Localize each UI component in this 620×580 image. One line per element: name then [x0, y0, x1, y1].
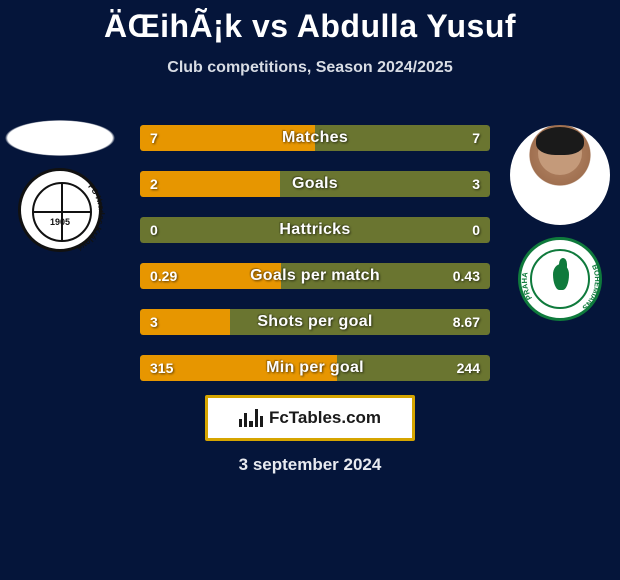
- stat-right-value: 7: [462, 125, 490, 151]
- mini-bar: [239, 419, 242, 427]
- crest-text-svg-2: BOHEMIANS PRAHA: [520, 239, 602, 321]
- left-player-column: FC Hradec Králové: [0, 120, 120, 252]
- crest-text-svg: FC Hradec Králové: [19, 169, 107, 257]
- mini-bar: [255, 409, 258, 427]
- mini-bar: [244, 413, 247, 427]
- bar-chart-icon: [239, 409, 263, 427]
- stat-row: 3Shots per goal8.67: [140, 309, 490, 335]
- subtitle: Club competitions, Season 2024/2025: [0, 59, 620, 77]
- source-badge: FcTables.com: [205, 395, 415, 441]
- svg-text:BOHEMIANS: BOHEMIANS: [581, 263, 602, 312]
- page-title: ÄŒihÃ¡k vs Abdulla Yusuf: [0, 0, 620, 45]
- club-left-name: FC Hradec Králové: [75, 182, 106, 253]
- player-right-club-crest: BOHEMIANS PRAHA: [518, 237, 602, 321]
- stat-label: Shots per goal: [140, 309, 490, 335]
- date-text: 3 september 2024: [0, 455, 620, 475]
- stat-bars: 7Matches7 2Goals3 0Hattricks0 0.29Goals per…: [140, 125, 490, 401]
- stat-right-value: 244: [447, 355, 490, 381]
- stat-right-value: 0: [462, 217, 490, 243]
- right-player-column: BOHEMIANS PRAHA: [500, 125, 620, 321]
- stat-right-value: 8.67: [443, 309, 490, 335]
- svg-text:PRAHA: PRAHA: [520, 271, 534, 302]
- svg-text:FC Hradec Králové: FC Hradec Králové: [75, 182, 106, 253]
- player-left-club-crest: FC Hradec Králové: [18, 168, 102, 252]
- stat-row: 315Min per goal244: [140, 355, 490, 381]
- stat-label: Min per goal: [140, 355, 490, 381]
- player-right-avatar: [510, 125, 610, 225]
- stat-right-value: 3: [462, 171, 490, 197]
- stat-label: Hattricks: [140, 217, 490, 243]
- source-text: FcTables.com: [269, 408, 381, 428]
- stat-label: Goals per match: [140, 263, 490, 289]
- stat-right-value: 0.43: [443, 263, 490, 289]
- player-left-avatar: [5, 120, 115, 156]
- stat-row: 7Matches7: [140, 125, 490, 151]
- stat-label: Matches: [140, 125, 490, 151]
- mini-bar: [249, 421, 252, 427]
- stat-row: 0.29Goals per match0.43: [140, 263, 490, 289]
- stat-row: 0Hattricks0: [140, 217, 490, 243]
- mini-bar: [260, 416, 263, 427]
- stat-row: 2Goals3: [140, 171, 490, 197]
- stat-label: Goals: [140, 171, 490, 197]
